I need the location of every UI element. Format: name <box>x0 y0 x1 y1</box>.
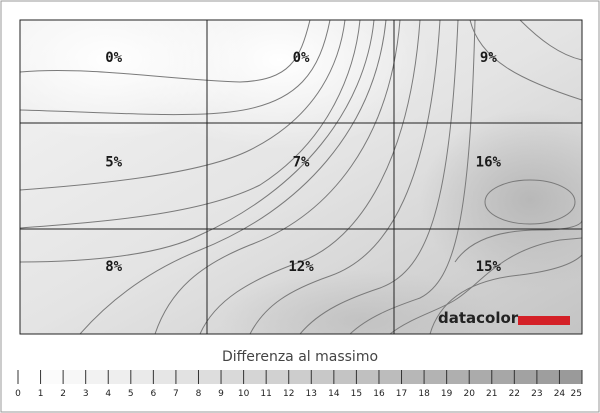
scale-tick-label: 17 <box>396 389 407 399</box>
scale-tick-label: 5 <box>128 389 134 399</box>
scale-swatch <box>559 370 582 384</box>
scale-swatch <box>446 370 470 384</box>
scale-swatch <box>333 370 357 384</box>
scale-swatch <box>378 370 402 384</box>
scale-swatch <box>424 370 447 384</box>
scale-tick-label: 2 <box>60 389 66 399</box>
scale-swatch <box>491 370 515 384</box>
scale-tick-label: 15 <box>351 389 362 399</box>
cell-label-r0-c0: 0% <box>105 50 122 66</box>
scale-tick-label: 19 <box>441 389 453 399</box>
scale-tick-label: 3 <box>83 389 89 399</box>
scale-swatch <box>469 370 492 384</box>
scale-tick-label: 23 <box>531 389 542 399</box>
scale-tick-label: 0 <box>15 389 21 399</box>
scale-tick-label: 16 <box>373 389 385 399</box>
scale-tick-label: 12 <box>283 389 294 399</box>
scale-tick-label: 24 <box>554 389 566 399</box>
scale-swatch <box>311 370 334 384</box>
scale-swatch <box>266 370 289 384</box>
scale-swatch <box>243 370 267 384</box>
scale-tick-label: 6 <box>150 389 156 399</box>
brand-label: datacolor <box>438 309 519 327</box>
scale-tick-label: 20 <box>463 389 475 399</box>
scale-swatch <box>221 370 244 384</box>
scale-swatch <box>130 370 154 384</box>
cell-label-r2-c2: 15% <box>476 259 502 275</box>
scale-swatch <box>108 370 131 384</box>
color-scale: 0 1 2 3 4 5 6 7 8 9 10 11 12 13 14 15 16 17 18 19 20 21 22 23 24… <box>15 370 583 399</box>
scale-swatch <box>18 370 41 384</box>
scale-swatch <box>356 370 379 384</box>
scale-tick-label: 22 <box>509 389 520 399</box>
scale-tick-label: 9 <box>218 389 224 399</box>
brand-bar <box>518 316 570 325</box>
contour-lines <box>20 20 582 334</box>
scale-swatch <box>288 370 312 384</box>
scale-tick-label: 21 <box>486 389 497 399</box>
scale-swatch <box>514 370 537 384</box>
heatmap-area <box>20 20 582 334</box>
cell-label-r0-c2: 9% <box>480 50 497 66</box>
cell-label-r1-c1: 7% <box>293 155 310 171</box>
grid-lines <box>19 19 583 335</box>
scale-tick-label: 4 <box>105 389 111 399</box>
datacolor-logo: datacolor <box>438 309 570 327</box>
scale-swatch <box>536 370 560 384</box>
scale-tick-label: 11 <box>260 389 271 399</box>
scale-tick-label: 25 <box>571 389 582 399</box>
scale-tick-label: 14 <box>328 389 340 399</box>
cell-labels: 0% 0% 9% 5% 7% 16% 8% 12% 15% <box>105 50 501 275</box>
scale-tick-label: 13 <box>306 389 317 399</box>
scale-swatch <box>401 370 425 384</box>
cell-label-r1-c2: 16% <box>476 155 502 171</box>
scale-tick-label: 8 <box>196 389 202 399</box>
scale-tick-label: 18 <box>418 389 430 399</box>
scale-tick-label: 1 <box>38 389 44 399</box>
scale-swatch <box>85 370 109 384</box>
scale-swatch <box>153 370 176 384</box>
scale-swatch <box>63 370 86 384</box>
cell-label-r2-c0: 8% <box>105 259 122 275</box>
scale-tick-label: 10 <box>238 389 250 399</box>
scale-tick-label: 7 <box>173 389 179 399</box>
scale-swatch <box>175 370 199 384</box>
scale-swatch <box>40 370 64 384</box>
scale-title: Differenza al massimo <box>222 349 378 365</box>
cell-label-r0-c1: 0% <box>293 50 310 66</box>
cell-label-r1-c0: 5% <box>105 155 122 171</box>
cell-label-r2-c1: 12% <box>288 259 314 275</box>
scale-swatch <box>198 370 222 384</box>
